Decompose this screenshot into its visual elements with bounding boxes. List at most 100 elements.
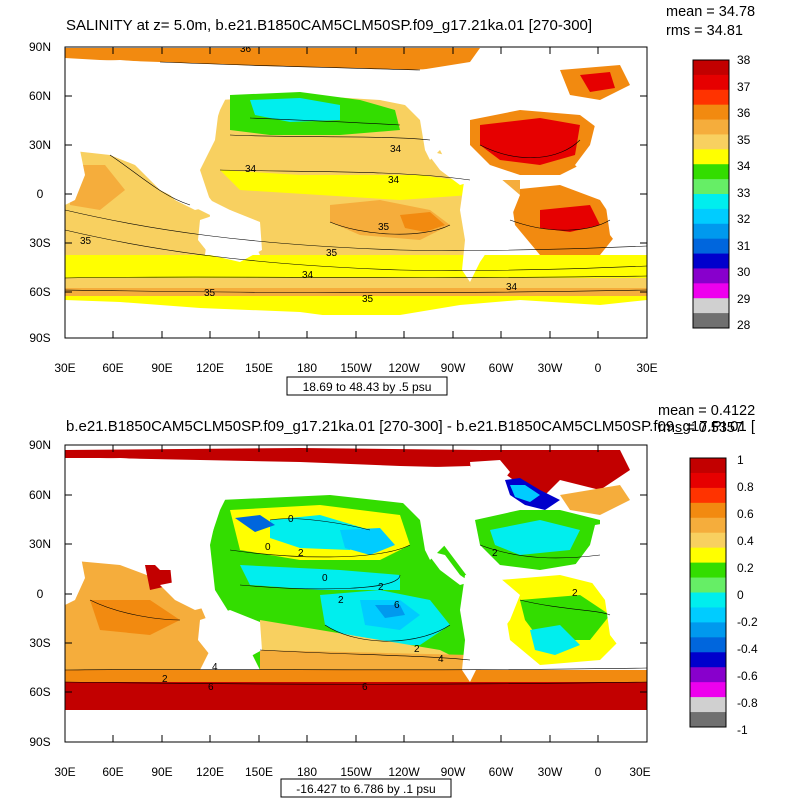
bottom-colorbar: [689, 457, 727, 728]
bottom-range-box: [280, 778, 452, 798]
bottom-contour-label: 4: [438, 654, 444, 665]
top-contour-label: 34: [388, 175, 400, 186]
top-range-box: [286, 376, 448, 396]
top-colorbar-swatch: [693, 104, 729, 120]
top-colorbar-labels: 38 37 36 35 34 33 32 31 30 29 28: [737, 53, 751, 332]
bottom-contour-label: 2: [298, 548, 304, 559]
top-colorbar: [692, 59, 730, 329]
top-contours: [65, 61, 647, 294]
top-lon-label: 120W: [388, 361, 420, 375]
top-colorbar-swatch: [693, 253, 729, 269]
bottom-land: [65, 458, 647, 742]
top-mean: mean = 34.78: [666, 4, 755, 20]
top-map: 36 34 34 34 35 35 35 34 35 35 34: [65, 47, 647, 338]
bottom-colorbar-label: 0.4: [737, 534, 754, 548]
bottom-lon-label: 30W: [538, 765, 563, 779]
top-colorbar-swatch: [693, 208, 729, 225]
top-lat-label: 30N: [29, 138, 51, 152]
bottom-lat-label: 60S: [29, 685, 50, 699]
top-colorbar-swatch: [693, 238, 729, 254]
bottom-lon-label: 30E: [54, 765, 75, 779]
top-colorbar-label: 35: [737, 133, 751, 147]
bottom-colorbar-swatch: [690, 637, 726, 653]
bottom-colorbar-label: 0.2: [737, 561, 754, 575]
bottom-colorbar-label: -0.8: [737, 696, 758, 710]
bottom-contour-label: 4: [212, 662, 218, 673]
top-colorbar-frame: [692, 59, 730, 329]
top-lat-label: 30S: [29, 236, 50, 250]
bottom-colorbar-swatch: [690, 712, 726, 728]
top-range-note: 18.69 to 48.43 by .5 psu: [303, 380, 432, 394]
top-lat-label: 90N: [29, 40, 51, 54]
bottom-lat-label: 90N: [29, 438, 51, 452]
bottom-colorbar-swatch: [690, 682, 726, 698]
top-contour-label: 34: [390, 144, 402, 155]
bottom-contour-label: 2: [162, 674, 168, 685]
bottom-colorbar-swatch: [690, 652, 726, 668]
bottom-lon-label: 90W: [441, 765, 466, 779]
top-ticks: [64, 46, 648, 339]
bottom-mean: mean = 0.4122: [658, 403, 755, 419]
bottom-panel: b.e21.B1850CAM5CLM50SP.f09_g17.21ka.01 […: [29, 403, 758, 798]
bottom-lat-label: 90S: [29, 735, 50, 749]
top-colorbar-label: 28: [737, 318, 751, 332]
top-colorbar-swatch: [693, 298, 729, 314]
top-contour-label: 35: [326, 248, 338, 259]
bottom-lon-label: 0: [595, 765, 602, 779]
bottom-colorbar-label: -0.6: [737, 669, 758, 683]
bottom-colorbar-labels: 1 0.8 0.6 0.4 0.2 0 -0.2 -0.4 -0.6 -0.8 …: [737, 453, 758, 737]
bottom-lon-label: 120W: [388, 765, 420, 779]
top-contour-label: 34: [302, 270, 314, 281]
top-contour-label: 34: [245, 164, 257, 175]
top-lat-label: 90S: [29, 331, 50, 345]
top-colorbar-label: 38: [737, 53, 751, 67]
top-colorbar-swatch: [693, 60, 729, 76]
bottom-contour-label: 2: [414, 644, 420, 655]
top-rms: rms = 34.81: [666, 23, 743, 39]
top-land: [65, 60, 647, 338]
top-lat-label: 60S: [29, 285, 50, 299]
bottom-colorbar-swatch: [690, 562, 726, 578]
bottom-colorbar-swatch: [690, 458, 726, 474]
top-lon-label: 0: [595, 361, 602, 375]
bottom-lat-label: 0: [37, 587, 44, 601]
top-colorbar-swatch: [693, 283, 729, 299]
bottom-colorbar-label: 0.6: [737, 507, 754, 521]
top-colorbar-swatch: [693, 194, 729, 210]
top-panel: SALINITY at z= 5.0m, b.e21.B1850CAM5CLM5…: [29, 4, 755, 396]
top-arctic: [65, 48, 480, 70]
top-lon-label: 180: [297, 361, 317, 375]
top-lon-label: 120E: [196, 361, 224, 375]
bottom-colorbar-swatch: [690, 547, 726, 564]
top-colorbar-swatch: [693, 268, 729, 284]
top-lon-label: 150W: [340, 361, 372, 375]
bottom-colorbar-label: -1: [737, 723, 748, 737]
top-colorbar-label: 36: [737, 106, 751, 120]
bottom-lon-label: 150E: [245, 765, 273, 779]
bottom-contour-label: 6: [362, 682, 368, 693]
bottom-colorbar-swatch: [690, 487, 726, 504]
top-lon-label: 30E: [54, 361, 75, 375]
bottom-colorbar-swatch: [690, 607, 726, 623]
bottom-lon-label: 180: [297, 765, 317, 779]
bottom-colorbar-swatch: [690, 622, 726, 638]
bottom-contour-label: 2: [572, 588, 578, 599]
top-colorbar-swatch: [693, 134, 729, 150]
bottom-contour-label: 0: [288, 514, 294, 525]
bottom-lon-label: 60E: [102, 765, 123, 779]
bottom-contour-label: 2: [378, 582, 384, 593]
bottom-contours: [65, 518, 647, 685]
top-colorbar-swatch: [693, 89, 729, 106]
bottom-colorbar-frame: [689, 457, 727, 728]
top-colorbar-label: 31: [737, 239, 751, 253]
top-lon-label: 150E: [245, 361, 273, 375]
bottom-colorbar-swatch: [690, 502, 726, 519]
top-lon-label: 30W: [538, 361, 563, 375]
bottom-lat-label: 30N: [29, 537, 51, 551]
bottom-lat-label: 60N: [29, 488, 51, 502]
bottom-range-note: -16.427 to 6.786 by .1 psu: [296, 782, 435, 796]
top-lon-label: 30E: [636, 361, 657, 375]
bottom-rms: rms = 0.5357: [658, 420, 743, 436]
top-lon-label: 90E: [151, 361, 172, 375]
